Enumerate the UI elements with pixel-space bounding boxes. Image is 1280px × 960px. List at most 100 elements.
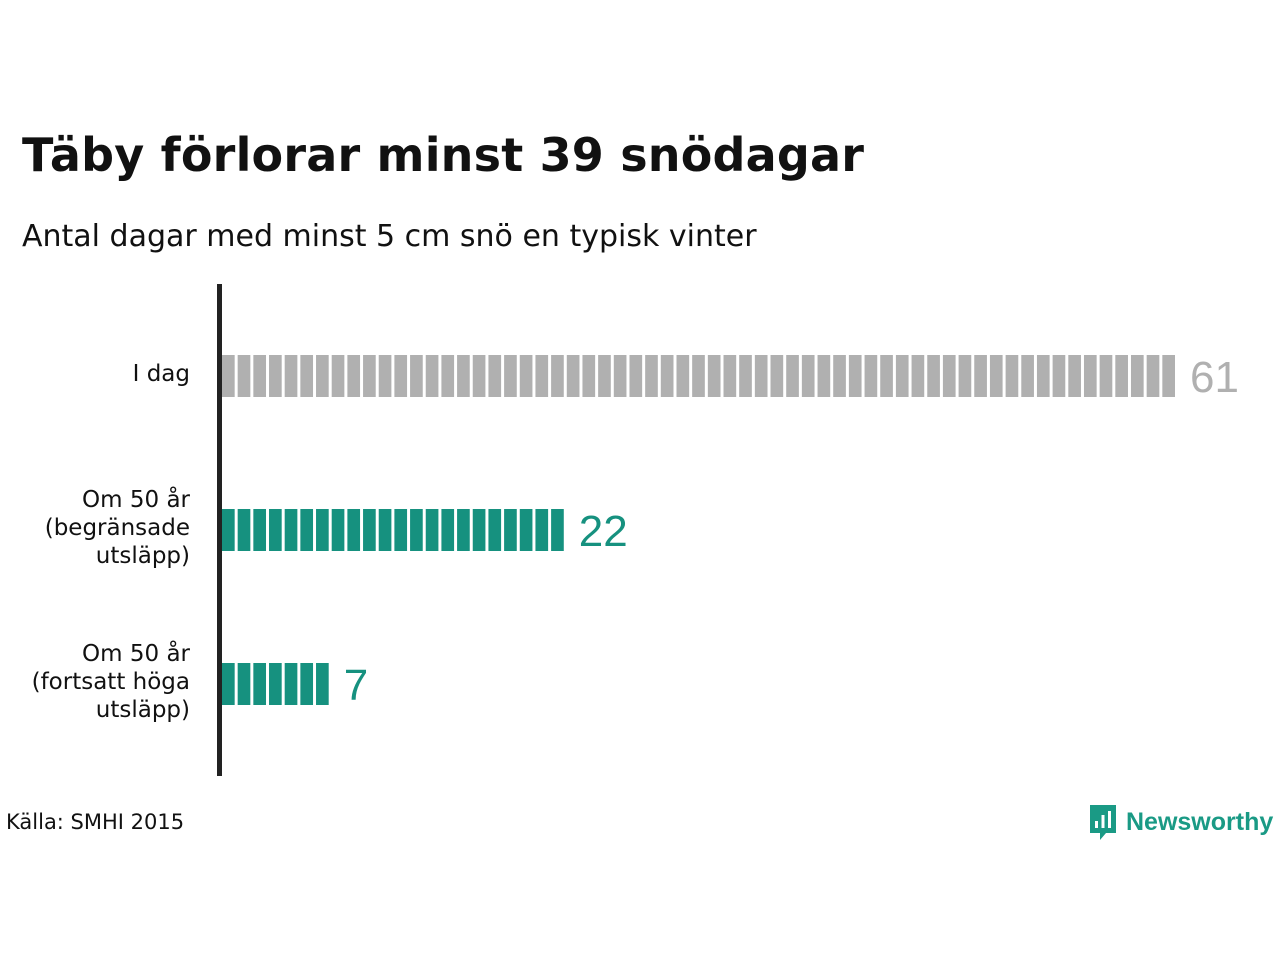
bar-segment	[519, 509, 533, 551]
bar-segment	[269, 355, 282, 397]
bar-segment	[441, 509, 455, 551]
bar-segment	[566, 355, 580, 397]
bar-segment	[331, 355, 345, 397]
bar-segment	[676, 355, 690, 397]
bar-segment	[1162, 355, 1175, 397]
category-label-line: Om 50 år	[82, 487, 190, 513]
bar-3	[222, 663, 329, 705]
bar-segment	[880, 355, 893, 397]
bar-segment	[222, 509, 235, 551]
bar-segment	[410, 509, 423, 551]
bar-segment	[551, 355, 564, 397]
bar-segment	[425, 355, 439, 397]
bar-segment	[253, 509, 267, 551]
bar-segment	[237, 509, 251, 551]
chart-subtitle: Antal dagar med minst 5 cm snö en typisk…	[22, 219, 757, 254]
bar-segment	[895, 355, 909, 397]
bar-segment	[284, 663, 298, 705]
category-label-line: I dag	[132, 361, 190, 387]
bar-segment	[300, 663, 314, 705]
bar-segment	[394, 355, 408, 397]
bar-segment	[457, 355, 470, 397]
bar-segment	[425, 509, 439, 551]
bar-segment	[770, 355, 784, 397]
bar-segment	[441, 355, 455, 397]
category-label-3: Om 50 år (fortsatt höga utsläpp)	[0, 640, 190, 724]
bar-segment	[1068, 355, 1081, 397]
category-label-2: Om 50 år (begränsade utsläpp)	[0, 486, 190, 570]
bar-segment	[284, 355, 298, 397]
data-label-2: 22	[579, 507, 628, 556]
bar-segment	[582, 355, 596, 397]
bar-segment	[457, 509, 470, 551]
bar-segment	[300, 355, 314, 397]
bar-segment	[786, 355, 799, 397]
bar-segment	[1036, 355, 1050, 397]
bar-segment	[833, 355, 846, 397]
bar-segment	[472, 355, 486, 397]
bar-segment	[378, 509, 392, 551]
bar-segment	[472, 509, 486, 551]
bar-segment	[253, 663, 267, 705]
bar-segment	[1005, 355, 1019, 397]
bar-segment	[331, 509, 345, 551]
bar-segment	[347, 509, 361, 551]
data-label-3: 7	[344, 661, 368, 710]
bar-segment	[707, 355, 721, 397]
bar-segment	[1115, 355, 1128, 397]
bar-segment	[974, 355, 987, 397]
bar-segment	[316, 355, 329, 397]
bar-segment	[692, 355, 705, 397]
bar-segment	[347, 355, 361, 397]
bar-segment	[316, 663, 329, 705]
data-label-1: 61	[1190, 353, 1239, 402]
bar-segment	[222, 663, 235, 705]
category-label-line: utsläpp)	[95, 543, 190, 569]
bar-segment	[958, 355, 972, 397]
bar-segment	[504, 509, 517, 551]
category-label-line: (fortsatt höga	[31, 669, 190, 695]
bar-segment	[801, 355, 815, 397]
bar-segment	[989, 355, 1003, 397]
bar-segment	[363, 355, 376, 397]
bar-segment	[864, 355, 878, 397]
category-label-line: utsläpp)	[95, 697, 190, 723]
chart-title: Täby förlorar minst 39 snödagar	[22, 128, 865, 182]
bar-segment	[535, 509, 549, 551]
source-note: Källa: SMHI 2015	[6, 810, 185, 834]
bar-segment	[754, 355, 768, 397]
bar-segment	[1130, 355, 1144, 397]
bar-segment	[269, 663, 282, 705]
bar-segment	[410, 355, 423, 397]
bar-segment	[488, 509, 502, 551]
bar-segment	[316, 509, 329, 551]
bar-segment	[645, 355, 658, 397]
bar-segment	[598, 355, 611, 397]
bar-segment	[253, 355, 267, 397]
bar-segment	[927, 355, 940, 397]
bar-segment	[535, 355, 549, 397]
y-axis-line	[217, 284, 222, 776]
bar-segment	[378, 355, 392, 397]
bar-segment	[222, 355, 235, 397]
bar-segment	[817, 355, 831, 397]
bar-segment	[284, 509, 298, 551]
brand-name: Newsworthy	[1126, 807, 1274, 836]
bar-segment	[1021, 355, 1034, 397]
bar-segment	[723, 355, 737, 397]
bar-segment	[911, 355, 925, 397]
bar-segment	[394, 509, 408, 551]
bar-2	[222, 509, 564, 551]
bar-segment	[519, 355, 533, 397]
bar-segment	[942, 355, 956, 397]
bar-segment	[504, 355, 517, 397]
bar-segment	[363, 509, 376, 551]
category-label-line: Om 50 år	[82, 641, 190, 667]
brand: Newsworthy	[1088, 803, 1273, 841]
category-label-1: I dag	[0, 360, 190, 388]
bar-segment	[269, 509, 282, 551]
newsworthy-logo-icon	[1090, 805, 1116, 840]
bar-segment	[1052, 355, 1066, 397]
bar-segment	[1083, 355, 1097, 397]
